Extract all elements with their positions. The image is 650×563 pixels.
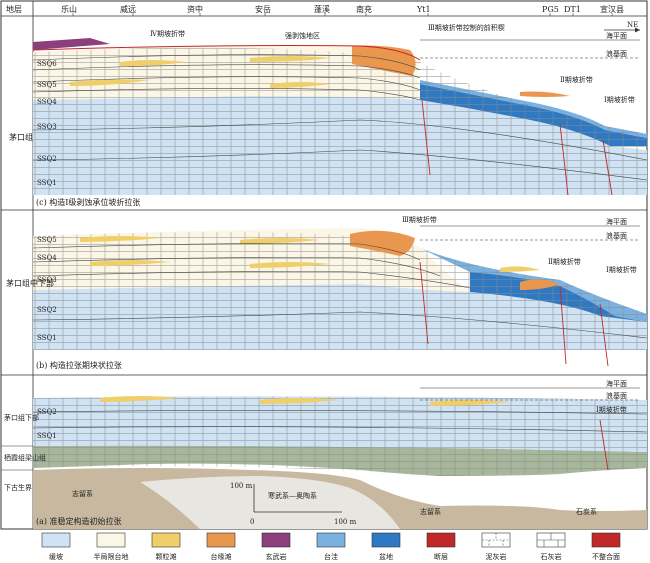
- annotation-c-erosion: 强剥蚀地区: [285, 31, 320, 40]
- locality-pg5: PG5: [542, 5, 559, 14]
- legend-swatch: [96, 532, 126, 548]
- legend-item-8: 泥灰岩: [481, 532, 511, 561]
- annotation-c-stage3: Ⅲ期坡折带控制的前积楔: [428, 23, 505, 32]
- locality-leshan: 乐山: [61, 4, 77, 14]
- legend-label: 台洼: [324, 552, 338, 561]
- seq-label-b-5: SSQ5: [37, 236, 57, 244]
- legend-item-3: 台缘滩: [206, 532, 236, 561]
- legend-item-0: 缓坡: [41, 532, 71, 561]
- scale-vertical-label: 100 m: [230, 482, 253, 490]
- sea-level-label-c: 海平面: [606, 31, 627, 40]
- scale-horizontal-end: 100 m: [334, 518, 357, 526]
- legend-swatch: [316, 532, 346, 548]
- legend-swatch: [41, 532, 71, 548]
- locality-yt1: Yt1: [416, 5, 431, 14]
- locality-anyue: 安岳: [255, 4, 271, 14]
- legend-item-9: 石灰岩: [536, 532, 566, 561]
- panel-a: 海平面 浪基面 茅口组下部 栖霞组梁山组 下古生界 SSQ2 SSQ1 Ⅰ期坡折…: [1, 379, 648, 529]
- legend-label: 缓坡: [49, 552, 63, 561]
- seq-label-a-1: SSQ1: [37, 432, 57, 440]
- legend-label: 断层: [434, 552, 448, 561]
- seq-label-c-6: SSQ6: [37, 60, 57, 68]
- legend-item-10: 不整合面: [591, 532, 621, 561]
- annotation-a-silurian-east: 志留系: [420, 507, 441, 516]
- wave-base-label-a: 浪基面: [606, 391, 627, 400]
- legend-label: 台缘滩: [211, 552, 232, 561]
- wave-base-label-c: 浪基面: [606, 49, 627, 58]
- seq-label-b-3: SSQ3: [37, 276, 57, 284]
- annotation-a-carboniferous: 石炭系: [576, 507, 597, 516]
- strata-label-b: 茅口组中下部: [6, 278, 54, 288]
- seq-label-c-5: SSQ5: [37, 81, 57, 89]
- legend: 缓坡 半局限台地 颗粒滩 台缘滩 玄武岩 台洼 盆地 断层 泥灰岩 石灰岩 不整合面: [41, 532, 621, 561]
- sea-level-label-a: 海平面: [606, 379, 627, 388]
- caption-b: (b) 构造拉张期块状拉张: [36, 360, 122, 370]
- annotation-c-stage1: Ⅰ期坡折带: [604, 95, 635, 104]
- legend-label: 半局限台地: [94, 552, 129, 561]
- legend-label: 玄武岩: [266, 552, 287, 561]
- legend-label: 不整合面: [592, 552, 620, 561]
- legend-item-6: 盆地: [371, 532, 401, 561]
- panel-c: 海平面 浪基面 茅口组 SSQ6 SSQ5 SSQ4 SSQ3 SSQ2 SSQ…: [1, 23, 648, 211]
- seq-label-a-2: SSQ2: [37, 408, 57, 416]
- scale-horizontal-start: 0: [250, 518, 254, 526]
- strata-column-header: 地层: [6, 4, 22, 14]
- strata-label-a-upper: 茅口组下部: [4, 413, 39, 422]
- legend-swatch: [206, 532, 236, 548]
- scale-bar: [253, 484, 342, 513]
- wave-base-label-b: 浪基面: [606, 231, 627, 240]
- legend-item-2: 颗粒滩: [151, 532, 181, 561]
- strata-label-a-lower: 下古生界: [4, 483, 32, 492]
- legend-item-7: 断层: [426, 532, 456, 561]
- caption-c: (c) 构造Ⅰ级剥蚀承位坡折拉张: [36, 197, 140, 207]
- locality-dt1: DT1: [564, 5, 581, 14]
- locality-labels: 乐山 威远 资中 安岳 蓬溪 南充 Yt1 PG5 DT1 宣汉县: [61, 4, 624, 14]
- locality-nanchong: 南充: [356, 4, 372, 14]
- legend-item-4: 玄武岩: [261, 532, 291, 561]
- legend-swatch: [151, 532, 181, 548]
- locality-xuanhan: 宣汉县: [600, 4, 624, 14]
- annotation-b-stage3: Ⅲ期坡折带: [402, 215, 437, 224]
- annotation-b-stage2: Ⅱ期坡折带: [548, 257, 581, 266]
- seq-label-b-4: SSQ4: [37, 254, 57, 262]
- legend-label: 盆地: [379, 552, 393, 561]
- annotation-c-stage4: Ⅳ期坡折带: [150, 29, 185, 38]
- annotation-b-stage1: Ⅰ期坡折带: [606, 265, 637, 274]
- locality-ticks: [72, 13, 613, 16]
- legend-swatch: [371, 532, 401, 548]
- legend-label: 石灰岩: [541, 552, 562, 561]
- legend-item-5: 台洼: [316, 532, 346, 561]
- ne-arrow-icon: [604, 27, 640, 33]
- seq-label-c-2: SSQ2: [37, 155, 57, 163]
- locality-zizhong: 资中: [187, 4, 203, 14]
- strata-label-c: 茅口组: [9, 132, 33, 142]
- annotation-a-cambro-ordovician: 寒武系—奥陶系: [268, 491, 317, 500]
- locality-pengxi: 蓬溪: [314, 4, 330, 14]
- legend-label: 颗粒滩: [156, 552, 177, 561]
- annotation-c-stage2: Ⅱ期坡折带: [560, 75, 593, 84]
- seq-label-c-1: SSQ1: [37, 179, 57, 187]
- seq-label-b-1: SSQ1: [37, 334, 57, 342]
- legend-swatch: [261, 532, 291, 548]
- annotation-a-silurian-west: 志留系: [72, 489, 93, 498]
- legend-item-1: 半局限台地: [94, 532, 129, 561]
- locality-weiyuan: 威远: [120, 4, 136, 14]
- legend-label: 泥灰岩: [486, 552, 507, 561]
- sea-level-label-b: 海平面: [606, 217, 627, 226]
- seq-label-c-4: SSQ4: [37, 98, 57, 106]
- seq-label-b-2: SSQ2: [37, 306, 57, 314]
- direction-label: NE: [627, 21, 638, 29]
- caption-a: (a) 准稳定构造初始拉张: [36, 516, 122, 526]
- seq-label-c-3: SSQ3: [37, 123, 57, 131]
- strata-label-a-mid: 栖霞组梁山组: [4, 453, 46, 462]
- panel-b: 海平面 浪基面 茅口组中下部 SSQ5 SSQ4 SSQ3 SSQ2 SSQ1 …: [1, 215, 648, 376]
- annotation-a-stage1: Ⅰ期坡折带: [596, 405, 627, 414]
